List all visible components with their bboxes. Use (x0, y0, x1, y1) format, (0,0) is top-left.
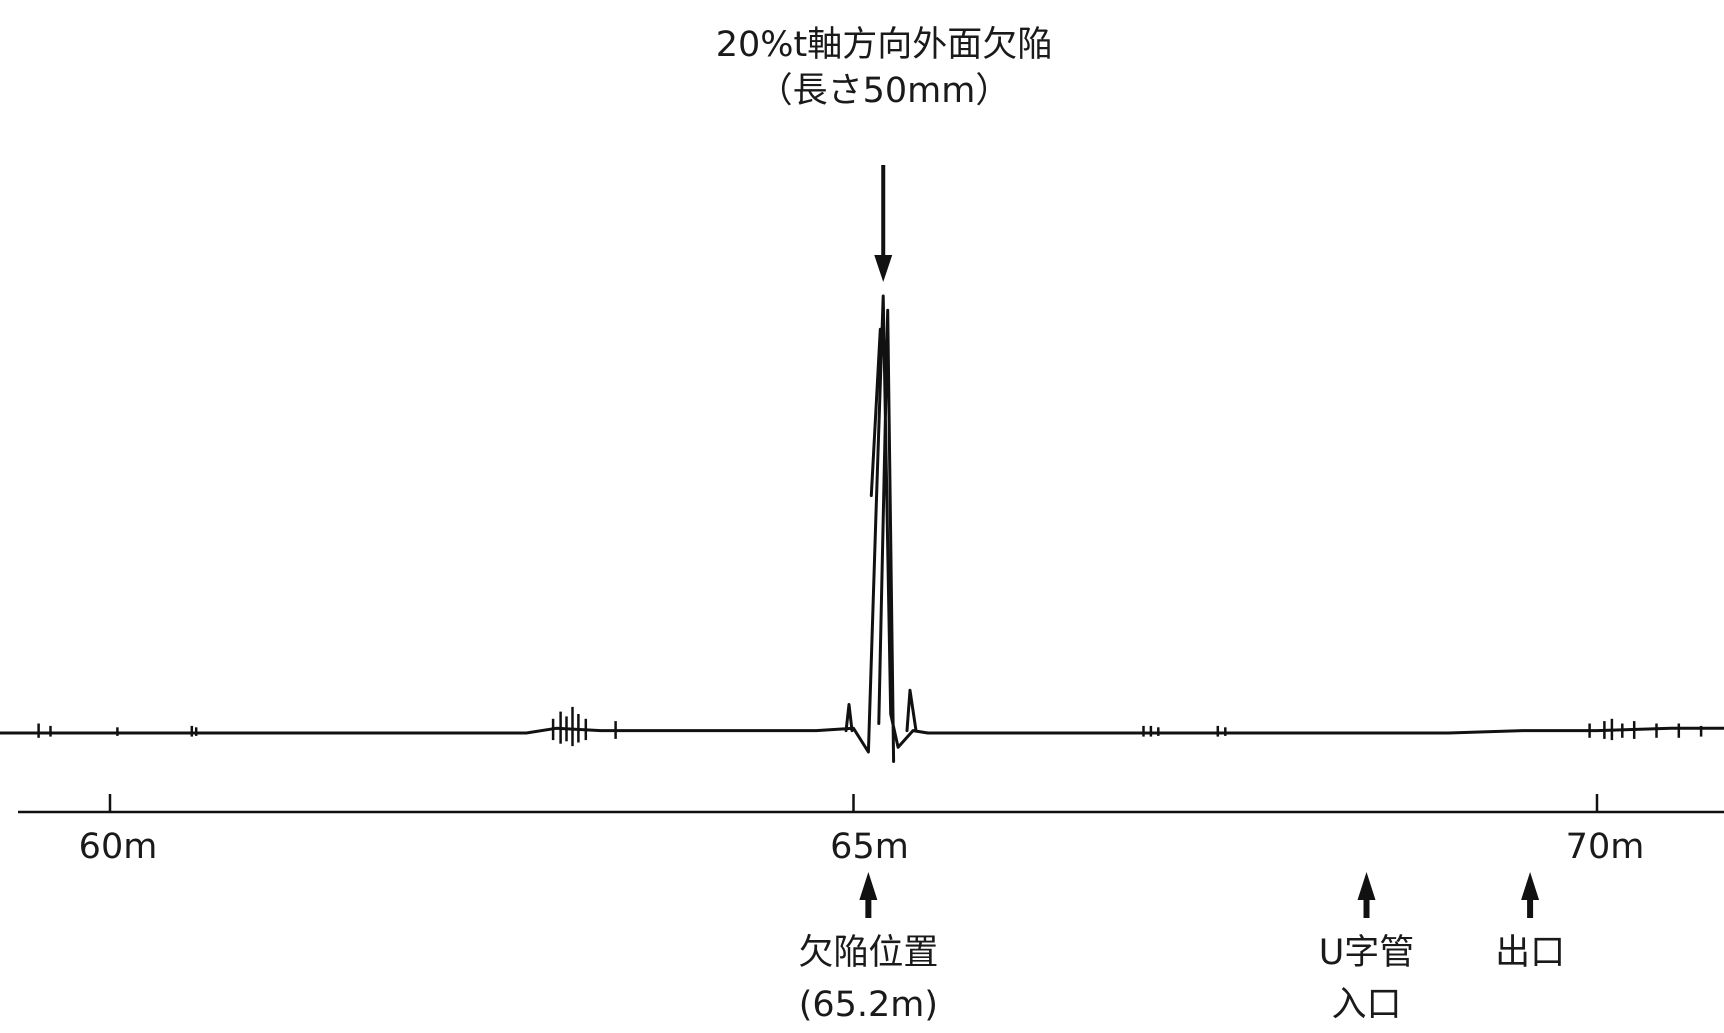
annotation-sublabel: (65.2m) (799, 985, 938, 1025)
chart-title: 20%t軸方向外面欠陥 (716, 25, 1053, 65)
up-arrow-head (859, 872, 878, 900)
x-axis-ticks (108, 794, 1599, 812)
down-arrow-head (874, 255, 893, 282)
noise-spikes (37, 706, 1703, 747)
annotation-sublabel: 入口 (1332, 985, 1402, 1025)
annotation-label: 欠陥位置 (798, 933, 938, 973)
annotation-label: 出口 (1495, 933, 1565, 973)
chart-subtitle: （長さ50mm） (758, 71, 1011, 111)
x-tick-label: 65m (830, 827, 909, 867)
annotation-label: U字管 (1319, 933, 1415, 973)
up-arrow-head (1521, 872, 1540, 900)
down-arrow-group (874, 165, 893, 282)
up-arrow-head (1357, 872, 1376, 900)
x-tick-label: 70m (1566, 827, 1645, 867)
x-axis-tick-labels: 60m 65m 70m (79, 827, 1645, 867)
x-tick-label: 60m (79, 827, 158, 867)
signal-trace (0, 294, 1724, 763)
